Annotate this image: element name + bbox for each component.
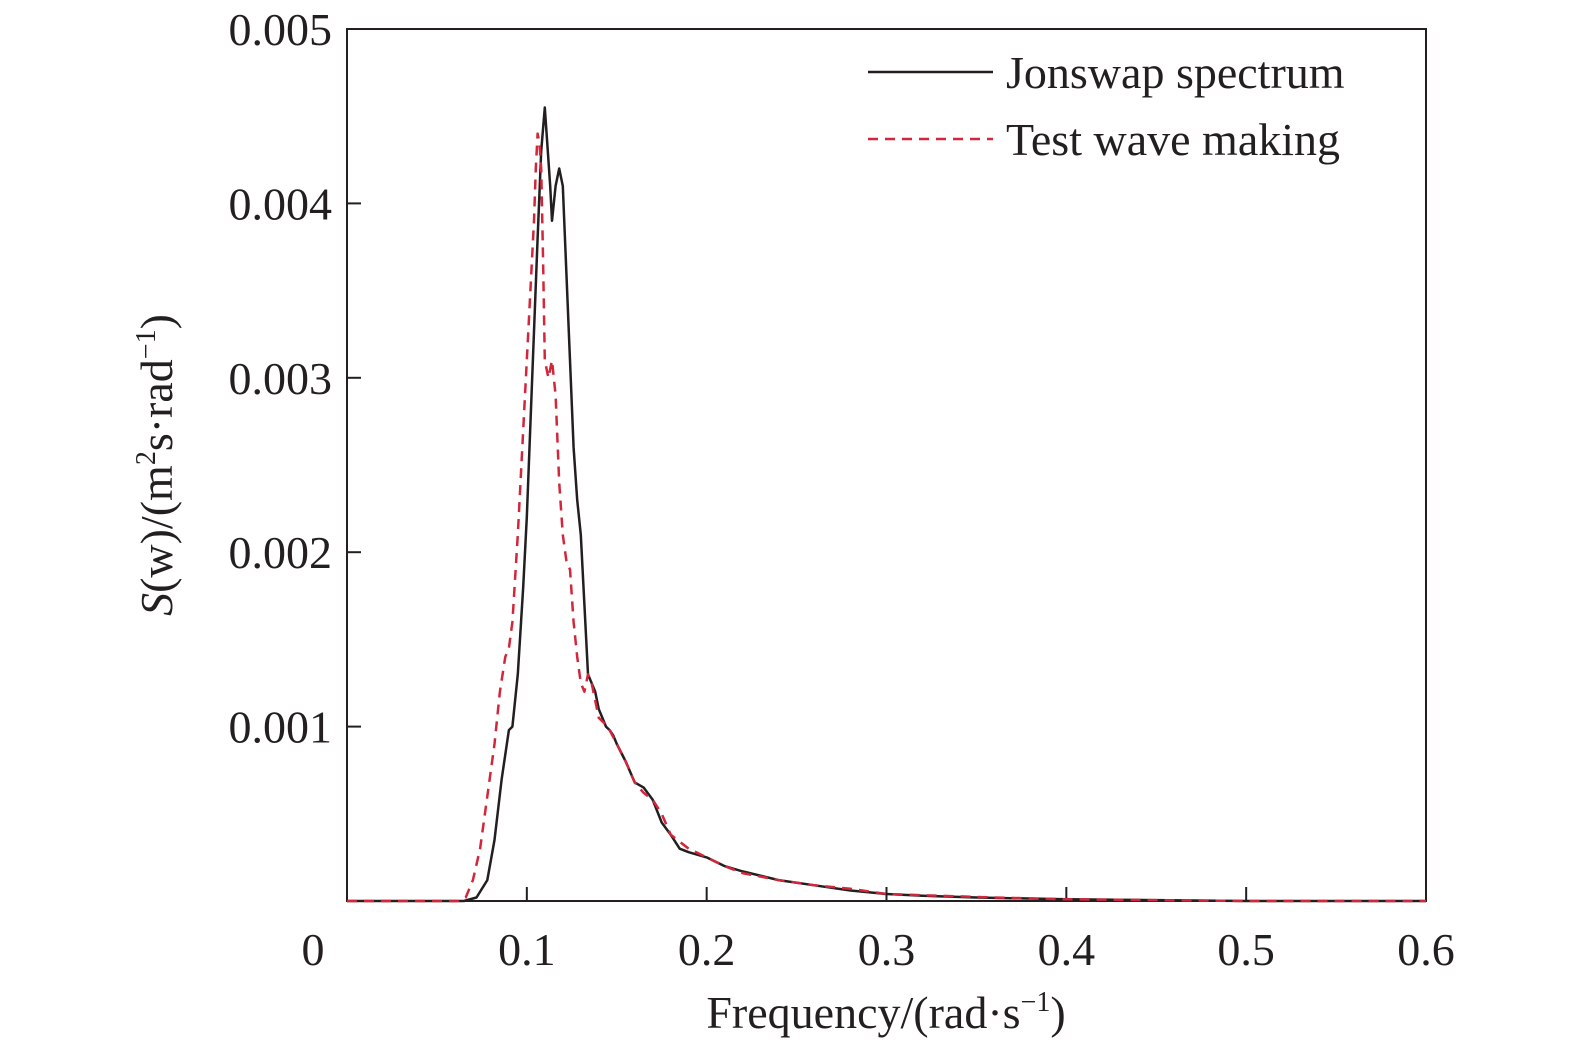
x-tick-label: 0.6 bbox=[1397, 924, 1455, 975]
series-lines bbox=[347, 106, 1426, 903]
y-axis-title-sup1: 2 bbox=[131, 451, 162, 465]
x-tick-label: 0.4 bbox=[1038, 924, 1096, 975]
y-axis-ticks: 0.001 0.002 0.003 0.004 0.005 bbox=[229, 4, 361, 753]
y-tick-label: 0.003 bbox=[229, 353, 333, 404]
y-axis-title: S(w)/(m2s·rad−1) bbox=[131, 314, 182, 616]
y-tick-label: 0.002 bbox=[229, 527, 333, 578]
x-tick-label: 0.5 bbox=[1217, 924, 1275, 975]
x-axis-title: Frequency/(rad·s−1) bbox=[706, 987, 1065, 1038]
series-line-jonswap bbox=[347, 106, 1426, 903]
x-tick-label: 0.1 bbox=[498, 924, 556, 975]
legend: Jonswap spectrum Test wave making bbox=[868, 47, 1345, 165]
x-axis-ticks: 0 0.1 0.2 0.3 0.4 0.5 0.6 bbox=[302, 887, 1455, 975]
legend-label-jonswap: Jonswap spectrum bbox=[1006, 47, 1345, 98]
legend-label-test-wave: Test wave making bbox=[1006, 114, 1340, 165]
x-tick-label: 0 bbox=[302, 924, 325, 975]
x-tick-label: 0.2 bbox=[678, 924, 736, 975]
x-axis-title-sup: −1 bbox=[1021, 987, 1051, 1018]
x-tick-label: 0.3 bbox=[858, 924, 916, 975]
y-tick-label: 0.005 bbox=[229, 4, 333, 55]
y-tick-label: 0.001 bbox=[229, 702, 333, 753]
y-tick-label: 0.004 bbox=[229, 178, 333, 229]
y-axis-title-sup2: −1 bbox=[131, 329, 162, 359]
series-line-test-wave bbox=[347, 132, 1426, 903]
